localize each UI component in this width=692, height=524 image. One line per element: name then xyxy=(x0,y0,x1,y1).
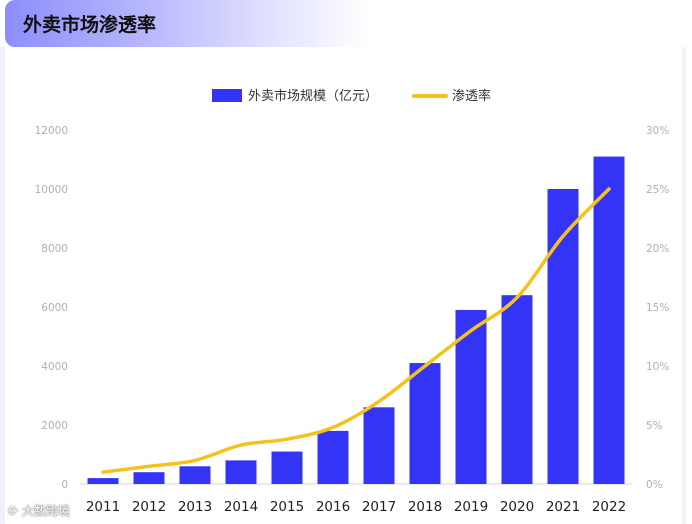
y-right-tick-label: 10% xyxy=(646,361,669,373)
x-tick-label: 2020 xyxy=(500,499,534,515)
y-right-tick-label: 25% xyxy=(646,184,669,196)
x-tick-label: 2014 xyxy=(224,499,258,515)
bar-2011 xyxy=(87,478,119,484)
bar-2022 xyxy=(593,156,625,485)
y-left-tick-label: 4000 xyxy=(41,361,68,373)
watermark-text: 大数跨境 xyxy=(21,504,70,518)
y-right-tick-label: 5% xyxy=(646,420,663,432)
y-left-tick-label: 10000 xyxy=(35,184,68,196)
y-right-tick-label: 20% xyxy=(646,243,669,255)
legend-swatch-bar xyxy=(212,89,242,102)
y-left-tick-label: 6000 xyxy=(41,302,68,314)
x-tick-label: 2021 xyxy=(546,499,580,515)
y-right-tick-label: 15% xyxy=(646,302,669,314)
chart-frame xyxy=(0,47,686,524)
bar-2013 xyxy=(179,466,211,484)
bar-2014 xyxy=(225,460,257,484)
watermark: ⟳ 大数跨境 xyxy=(8,502,70,519)
bar-2018 xyxy=(409,363,441,484)
y-right-tick-label: 0% xyxy=(646,479,663,491)
bar-2015 xyxy=(271,451,303,484)
legend-label-line: 渗透率 xyxy=(452,88,491,104)
page-title: 外卖市场渗透率 xyxy=(23,14,157,36)
bar-2020 xyxy=(501,295,533,484)
x-tick-label: 2015 xyxy=(270,499,304,515)
bar-2019 xyxy=(455,309,487,484)
watermark-icon: ⟳ xyxy=(8,504,22,518)
series-line-penetration-rate xyxy=(101,187,611,474)
legend-label-bar: 外卖市场规模（亿元） xyxy=(248,88,378,104)
x-tick-label: 2013 xyxy=(178,499,212,515)
x-tick-label: 2018 xyxy=(408,499,442,515)
y-left-tick-label: 12000 xyxy=(35,125,68,137)
bar-2016 xyxy=(317,430,349,484)
title-banner: 外卖市场渗透率 xyxy=(5,0,370,47)
y-right-tick-label: 30% xyxy=(646,125,669,137)
x-tick-label: 2016 xyxy=(316,499,350,515)
y-left-tick-label: 2000 xyxy=(41,420,68,432)
x-tick-label: 2011 xyxy=(86,499,120,515)
bar-2021 xyxy=(547,189,579,484)
bar-2012 xyxy=(133,472,165,484)
x-tick-label: 2012 xyxy=(132,499,166,515)
x-tick-label: 2019 xyxy=(454,499,488,515)
x-tick-label: 2022 xyxy=(592,499,626,515)
x-tick-label: 2017 xyxy=(362,499,396,515)
y-left-tick-label: 8000 xyxy=(41,243,68,255)
bar-2017 xyxy=(363,407,395,484)
y-left-tick-label: 0 xyxy=(61,479,68,491)
